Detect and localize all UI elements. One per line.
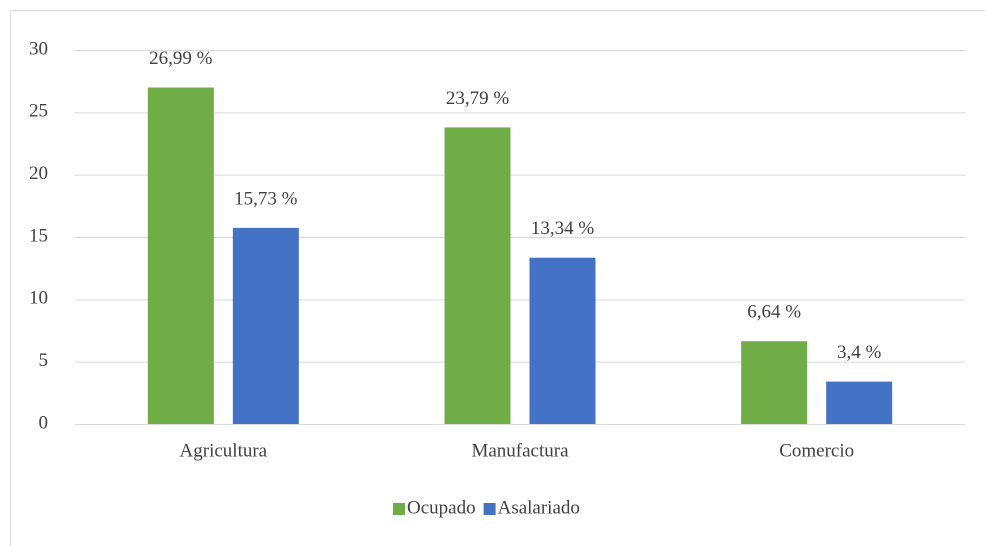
bar: [444, 127, 511, 424]
bar: [741, 341, 808, 424]
bar: [529, 257, 596, 424]
bar: [147, 87, 214, 425]
data-label: 3,4 %: [837, 342, 882, 363]
y-tick-label: 10: [29, 288, 48, 309]
data-label: 23,79 %: [446, 88, 510, 109]
x-tick-label: Manufactura: [471, 440, 569, 461]
data-label: 26,99 %: [149, 48, 213, 69]
data-label: 15,73 %: [234, 188, 298, 209]
legend-swatch: [393, 503, 405, 515]
y-tick-label: 30: [29, 38, 48, 59]
data-label: 13,34 %: [531, 218, 595, 239]
x-tick-label: Agricultura: [180, 440, 268, 461]
legend-label: Ocupado: [407, 497, 476, 518]
y-tick-label: 15: [29, 225, 48, 246]
bar: [232, 227, 299, 424]
y-tick-label: 25: [29, 101, 48, 122]
y-tick-label: 5: [39, 350, 49, 371]
legend-label: Asalariado: [498, 497, 580, 518]
chart-frame: [10, 10, 985, 546]
legend-swatch: [483, 503, 496, 515]
y-tick-label: 20: [29, 163, 48, 184]
y-tick-label: 0: [39, 412, 49, 433]
x-tick-label: Comercio: [779, 440, 854, 461]
bar: [826, 381, 893, 424]
data-label: 6,64 %: [747, 302, 801, 323]
